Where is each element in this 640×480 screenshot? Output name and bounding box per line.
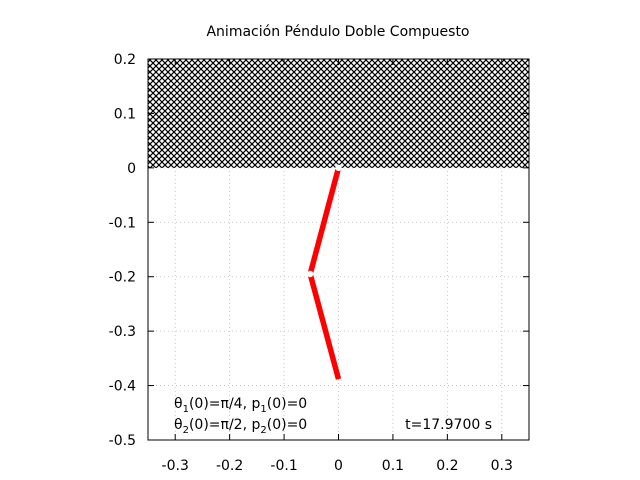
x-tick-label: -0.3 bbox=[162, 458, 189, 474]
y-tick-label: -0.5 bbox=[109, 433, 136, 449]
y-tick-labels: 0.2 0.1 0 -0.1 -0.2 -0.3 -0.4 -0.5 bbox=[109, 52, 136, 449]
x-tick-label: 0.3 bbox=[491, 458, 513, 474]
ic2-end: (0)=0 bbox=[267, 417, 307, 433]
y-tick-label: -0.1 bbox=[109, 215, 136, 231]
time-label: t=17.9700 s bbox=[405, 417, 492, 433]
x-tick-label: 0.2 bbox=[436, 458, 458, 474]
ic1-mid: (0)=π/4, p bbox=[189, 396, 261, 412]
x-tick-label: -0.1 bbox=[270, 458, 297, 474]
x-tick-labels: -0.3 -0.2 -0.1 0 0.1 0.2 0.3 bbox=[162, 458, 513, 474]
ceiling-block bbox=[148, 59, 529, 168]
y-tick-label: 0 bbox=[127, 161, 136, 177]
y-tick-label: -0.3 bbox=[109, 324, 136, 340]
pendulum-rod-2 bbox=[307, 273, 342, 380]
y-tick-label: -0.4 bbox=[109, 379, 136, 395]
initial-conditions-2: θ2(0)=π/2, p2(0)=0 bbox=[174, 417, 307, 436]
ic2-theta: θ bbox=[174, 417, 183, 433]
x-tick-label: -0.2 bbox=[216, 458, 243, 474]
ic2-p-sub: 2 bbox=[260, 425, 266, 436]
pendulum-rod-1 bbox=[307, 167, 342, 275]
ic1-end: (0)=0 bbox=[267, 396, 307, 412]
ic2-mid: (0)=π/2, p bbox=[189, 417, 261, 433]
initial-conditions-1: θ1(0)=π/4, p1(0)=0 bbox=[174, 396, 307, 415]
x-tick-label: 0.1 bbox=[382, 458, 404, 474]
y-tick-label: -0.2 bbox=[109, 270, 136, 286]
ic1-theta: θ bbox=[174, 396, 183, 412]
ic1-p-sub: 1 bbox=[260, 404, 266, 415]
axis-ticks bbox=[148, 58, 529, 441]
y-tick-label: 0.2 bbox=[114, 52, 136, 68]
ic2-theta-sub: 2 bbox=[183, 425, 189, 436]
pivot-point bbox=[335, 164, 342, 172]
y-tick-label: 0.1 bbox=[114, 106, 136, 122]
chart-title: Animación Péndulo Doble Compuesto bbox=[206, 24, 469, 40]
ic1-theta-sub: 1 bbox=[183, 404, 189, 415]
x-tick-label: 0 bbox=[334, 458, 343, 474]
pendulum bbox=[306, 164, 342, 380]
joint-point bbox=[306, 270, 314, 278]
